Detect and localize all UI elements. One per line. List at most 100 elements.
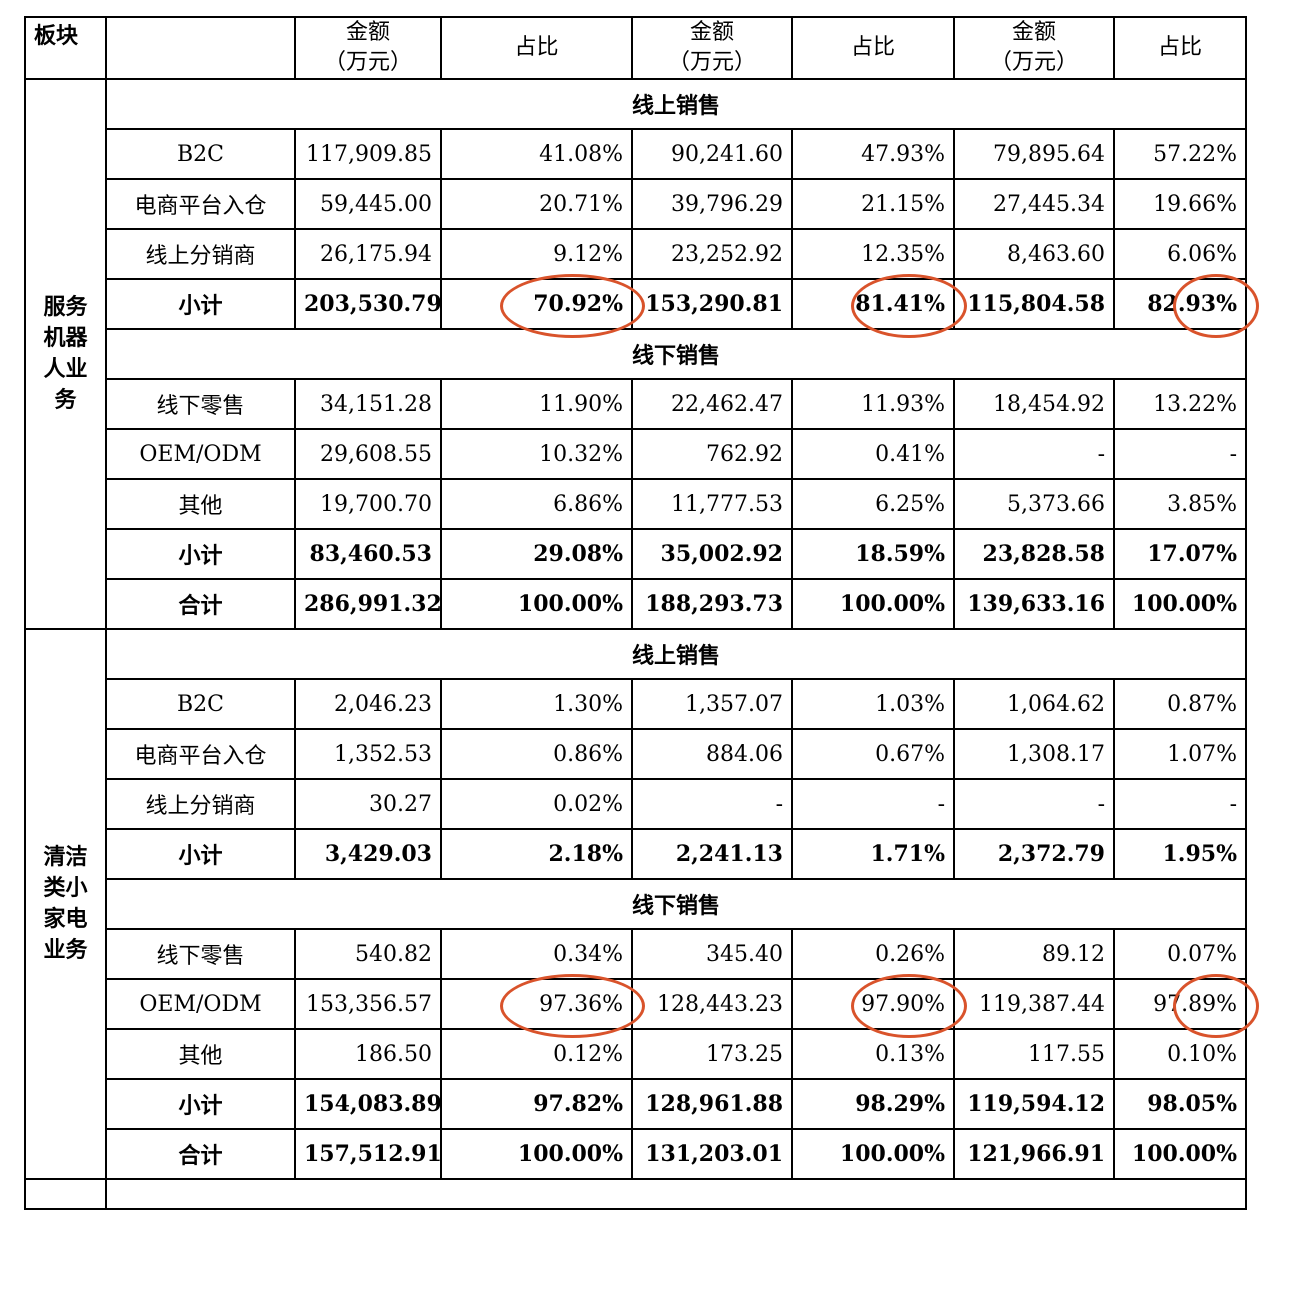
cell-value: 97.36% (539, 991, 623, 1017)
segment-name-line: 机器 (43, 325, 88, 351)
ratio-cell: 97.36% (440, 974, 645, 1038)
cell-value: 286,991.32 (304, 591, 442, 617)
ratio-cell: 100.00% (791, 578, 955, 630)
amount-cell: 59,445.00 (294, 178, 442, 230)
empty-cell (105, 1178, 1247, 1210)
cell-value: 121,966.91 (967, 1141, 1105, 1167)
cell-value: 17.07% (1147, 541, 1237, 567)
ratio-cell: 12.35% (791, 228, 955, 280)
cell-value: 157,512.91 (304, 1141, 442, 1167)
cell-value: 100.00% (517, 591, 623, 617)
segment-name-line: 务 (54, 387, 77, 413)
cell-value: 0.41% (875, 441, 945, 467)
amount-cell: 153,290.81 (631, 278, 793, 330)
ratio-cell: 97.82% (440, 1078, 633, 1130)
segment-name-line: 清洁 (43, 844, 88, 870)
table-row: 其他 19,700.70 6.86% 11,777.53 6.25% 5,373.66 3.… (25, 478, 1247, 530)
cell-value: 2,372.79 (997, 841, 1105, 867)
table-row: 合计 286,991.32 100.00% 188,293.73 100.00% 139,… (25, 578, 1247, 630)
row-label: 小计 (105, 278, 296, 330)
row-label: B2C (105, 128, 296, 180)
cell-value: 98.29% (855, 1091, 945, 1117)
cell-value: 884.06 (706, 741, 783, 767)
ratio-cell: 0.13% (791, 1028, 955, 1080)
ratio-cell: 97.89% (1113, 974, 1259, 1038)
cell-value: 2.18% (548, 841, 624, 867)
cell-value: 59,445.00 (320, 191, 432, 217)
amount-cell: 119,387.44 (953, 978, 1115, 1030)
group-label: 线下销售 (105, 878, 1247, 930)
header-ratio-3: 占比 (1113, 16, 1247, 80)
cell-value: 97.89% (1153, 991, 1237, 1017)
amount-cell: 34,151.28 (294, 378, 442, 430)
cell-value: 139,633.16 (967, 591, 1105, 617)
table-row: B2C 2,046.23 1.30% 1,357.07 1.03% 1,064.62 0.8… (25, 678, 1247, 730)
row-label: 线上分销商 (105, 778, 296, 830)
row-label: 其他 (105, 478, 296, 530)
segment-name-line: 服务 (43, 294, 88, 320)
revenue-breakdown-table: 板块 金额 （万元） 占比 金额 （万元） 占比 金额 （万元） 占比 服务 机器 人业务… (24, 16, 1259, 1210)
cell-value: 119,387.44 (979, 991, 1105, 1017)
cell-value: 128,961.88 (645, 1091, 783, 1117)
table-row-partial (24, 1178, 1247, 1210)
cell-value: 100.00% (839, 591, 945, 617)
cell-value: 11,777.53 (671, 491, 783, 517)
ratio-cell: 11.90% (440, 378, 633, 430)
cell-value: 41.08% (539, 141, 623, 167)
header-amount-label: 金额 (1011, 20, 1056, 45)
amount-cell: 1,064.62 (953, 678, 1115, 730)
table-row: 线上分销商 30.27 0.02% - - - - (25, 778, 1247, 830)
ratio-cell: 6.86% (440, 478, 633, 530)
amount-cell: 8,463.60 (953, 228, 1115, 280)
amount-cell: 19,700.70 (294, 478, 442, 530)
amount-cell: - (953, 428, 1115, 480)
cell-value: 57.22% (1153, 141, 1237, 167)
cell-value: 6.06% (1167, 241, 1237, 267)
ratio-cell: 0.41% (791, 428, 955, 480)
cell-value: 153,290.81 (645, 291, 783, 317)
amount-cell: 884.06 (631, 728, 793, 780)
amount-cell: 26,175.94 (294, 228, 442, 280)
amount-cell: 1,352.53 (294, 728, 442, 780)
table-row: 小计 203,530.79 70.92% 153,290.81 81.41% 115,80… (25, 274, 1259, 338)
cell-value: 83,460.53 (309, 541, 432, 567)
cell-value: 117,909.85 (306, 141, 432, 167)
ratio-cell: 70.92% (440, 274, 645, 338)
cell-value: 3.85% (1167, 491, 1237, 517)
cell-value: 117.55 (1028, 1041, 1105, 1067)
amount-cell: 39,796.29 (631, 178, 793, 230)
table-row: OEM/ODM 153,356.57 97.36% 128,443.23 97.90% 1… (25, 974, 1259, 1038)
ratio-cell: 18.59% (791, 528, 955, 580)
segment-name: 清洁 类小 家电 业务 (24, 628, 107, 1180)
cell-value: 30.27 (369, 791, 432, 817)
ratio-cell: 0.07% (1113, 928, 1247, 980)
table-row: 线上分销商 26,175.94 9.12% 23,252.92 12.35% 8,463.… (25, 228, 1247, 280)
table-row: 合计 157,512.91 100.00% 131,203.01 100.00% 121,… (25, 1128, 1247, 1180)
cell-value: 6.86% (553, 491, 623, 517)
ratio-cell: 81.41% (791, 274, 967, 338)
row-label: 电商平台入仓 (105, 728, 296, 780)
header-amount-unit: （万元） (667, 50, 756, 75)
cell-value: 19.66% (1153, 191, 1237, 217)
row-label: B2C (105, 678, 296, 730)
amount-cell: 83,460.53 (294, 528, 442, 580)
cell-value: 39,796.29 (671, 191, 783, 217)
group-row: 线下销售 (25, 328, 1247, 380)
group-row: 清洁 类小 家电 业务 线上销售 (24, 628, 1247, 1180)
group-label: 线下销售 (105, 328, 1247, 380)
amount-cell: 1,308.17 (953, 728, 1115, 780)
ratio-cell: 0.86% (440, 728, 633, 780)
segment-name: 服务 机器 人业务 (24, 78, 107, 630)
ratio-cell: 1.71% (791, 828, 955, 880)
amount-cell: 2,372.79 (953, 828, 1115, 880)
amount-cell: 22,462.47 (631, 378, 793, 430)
amount-cell: 119,594.12 (953, 1078, 1115, 1130)
cell-value: 82.93% (1147, 291, 1237, 317)
cell-value: 0.02% (553, 791, 623, 817)
empty-cell (24, 1178, 107, 1210)
cell-value: 89.12 (1042, 941, 1105, 967)
cell-value: 1.07% (1167, 741, 1237, 767)
amount-cell: 345.40 (631, 928, 793, 980)
cell-value: 153,356.57 (306, 991, 432, 1017)
ratio-cell: 9.12% (440, 228, 633, 280)
